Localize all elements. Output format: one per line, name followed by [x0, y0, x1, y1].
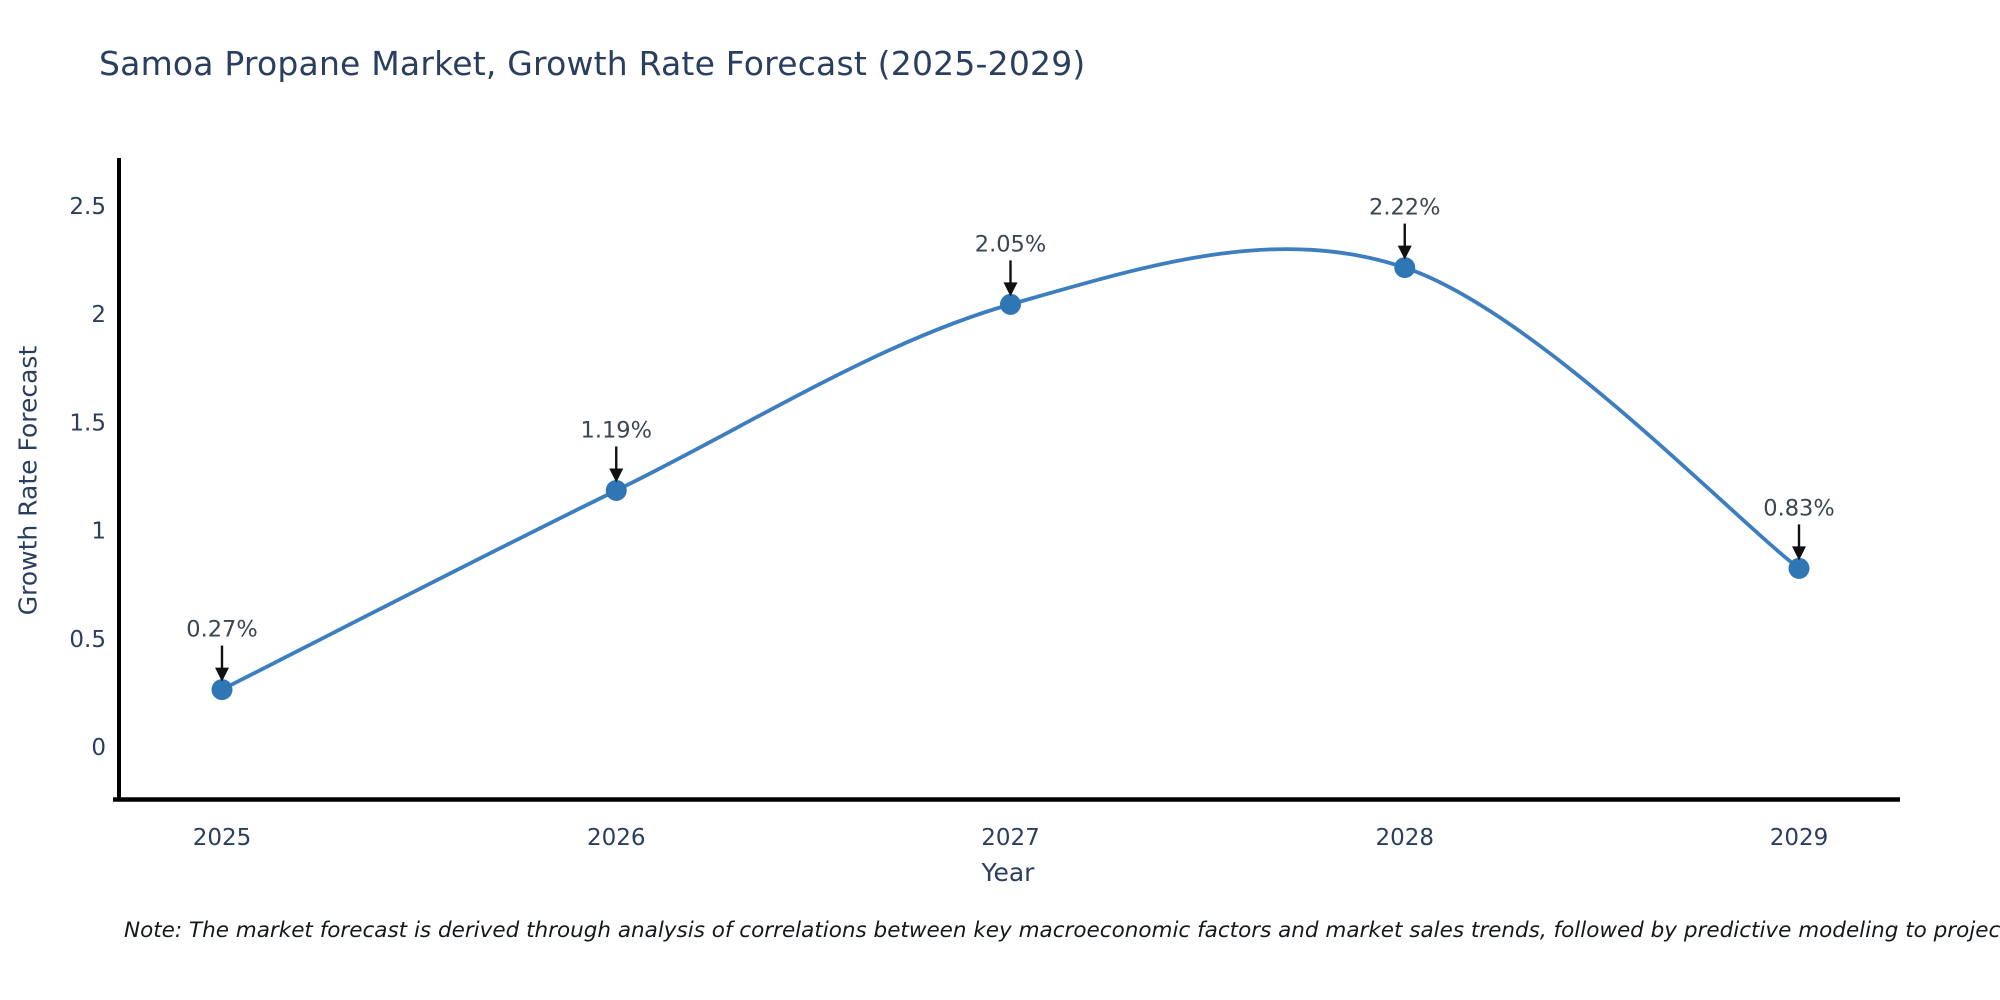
point-annotation-label: 2.05%: [975, 231, 1046, 257]
data-point: [211, 679, 233, 701]
footnote: Note: The market forecast is derived thr…: [124, 918, 2000, 943]
x-tick-label: 2028: [1375, 825, 1434, 851]
x-tick-label: 2029: [1770, 825, 1829, 851]
annotation-arrow-head: [609, 468, 624, 483]
y-tick-label: 1.5: [69, 410, 106, 436]
y-tick-label: 2: [91, 302, 106, 328]
y-tick-label: 0.5: [69, 627, 106, 653]
point-annotation-label: 0.27%: [186, 617, 257, 643]
x-tick-label: 2027: [981, 825, 1040, 851]
data-point: [1394, 257, 1416, 279]
annotation-arrow-head: [215, 667, 229, 682]
y-tick-label: 0: [91, 735, 106, 761]
point-annotation-label: 0.83%: [1763, 495, 1834, 521]
data-point: [605, 479, 627, 501]
x-axis-title: Year: [981, 858, 1035, 887]
data-point: [1788, 557, 1810, 579]
y-tick-label: 2.5: [69, 194, 106, 220]
x-tick-label: 2025: [193, 825, 252, 851]
y-tick-label: 1: [91, 519, 106, 545]
annotation-arrow-head: [1397, 245, 1412, 260]
annotation-arrow-head: [1003, 282, 1018, 297]
trend-line: [220, 247, 1801, 692]
annotation-arrow-head: [1792, 546, 1806, 561]
data-point: [1000, 293, 1021, 315]
point-annotation-label: 2.22%: [1369, 195, 1440, 221]
point-annotation-label: 1.19%: [581, 417, 652, 443]
x-tick-label: 2026: [587, 825, 646, 851]
chart-title: Samoa Propane Market, Growth Rate Foreca…: [99, 44, 1086, 83]
